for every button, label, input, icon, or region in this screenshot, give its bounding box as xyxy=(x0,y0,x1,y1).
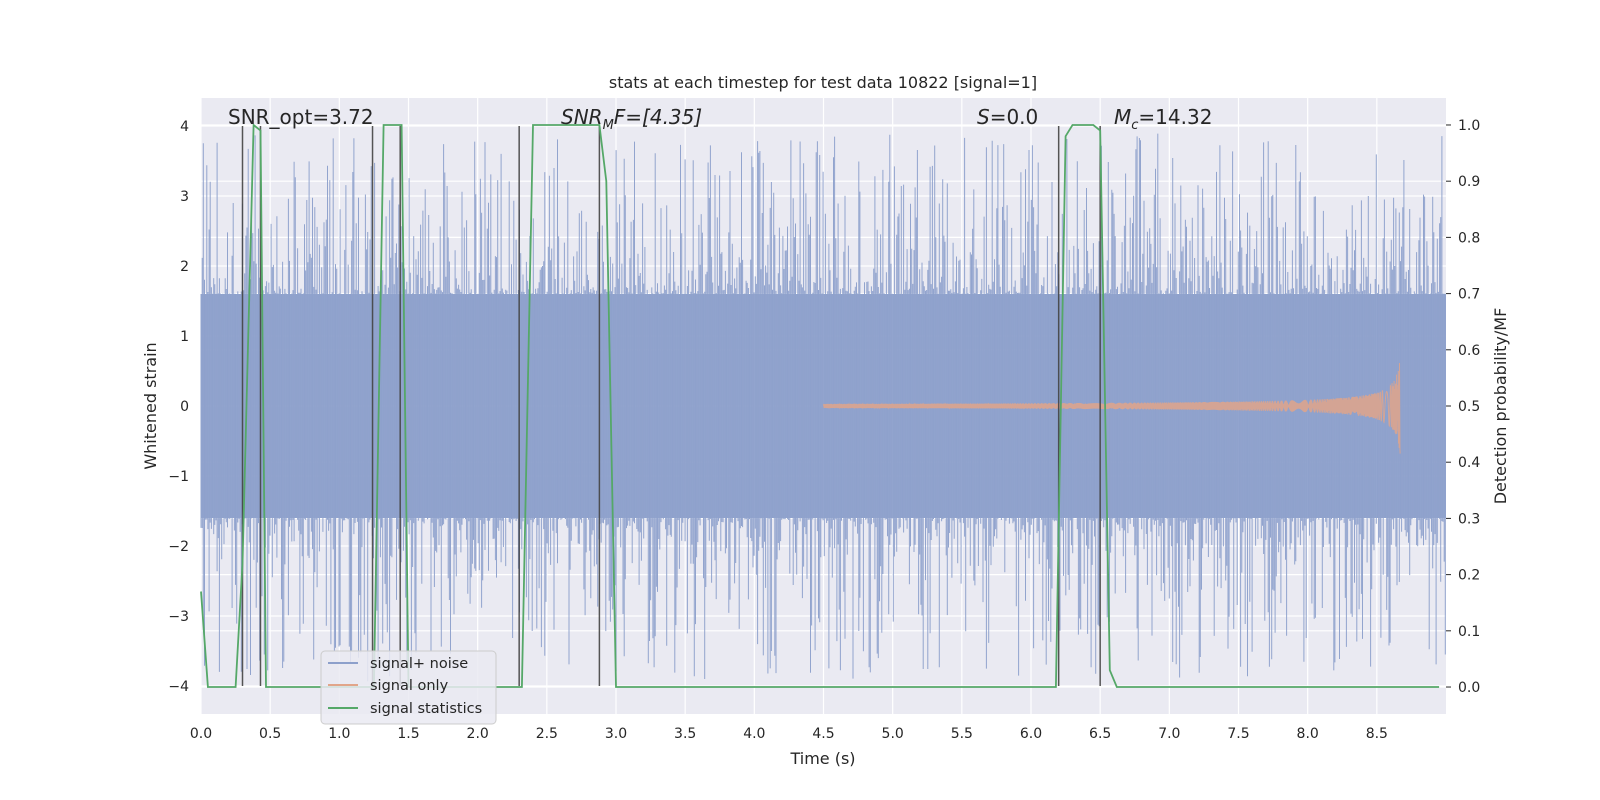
y-tick-label: 2 xyxy=(180,259,189,275)
x-tick-label: 0.5 xyxy=(259,726,281,742)
y-right-tick-label: 0.2 xyxy=(1458,568,1480,584)
y-tick-label: −4 xyxy=(168,679,189,695)
legend-label-stat: signal statistics xyxy=(370,701,482,717)
y-right-tick-label: 1.0 xyxy=(1458,118,1480,134)
y-right-tick-label: 0.8 xyxy=(1458,230,1480,246)
x-tick-label: 2.0 xyxy=(467,726,489,742)
x-tick-label: 7.5 xyxy=(1227,726,1249,742)
y-tick-label: −1 xyxy=(168,469,189,485)
x-tick-label: 1.0 xyxy=(328,726,350,742)
y-right-tick-label: 0.7 xyxy=(1458,287,1480,303)
x-axis-ticks: 0.0 0.5 1.0 1.5 2.0 2.5 3.0 3.5 4.0 4.5 5.0 5.5 6.0 6… xyxy=(190,726,1388,742)
y-right-axis-ticks: 0.0 0.1 0.2 0.3 0.4 0.5 0.6 0.7 0.8 0.9 1.0 xyxy=(1446,118,1480,696)
y-axis-label: Whitened strain xyxy=(141,342,160,469)
x-tick-label: 4.5 xyxy=(812,726,834,742)
y-right-tick-label: 0.3 xyxy=(1458,511,1480,527)
y-tick-label: −2 xyxy=(168,539,189,555)
x-tick-label: 4.0 xyxy=(743,726,765,742)
y-tick-label: 4 xyxy=(180,119,189,135)
y-right-tick-label: 0.4 xyxy=(1458,455,1480,471)
x-tick-label: 5.0 xyxy=(882,726,904,742)
y-right-tick-label: 0.5 xyxy=(1458,399,1480,415)
x-tick-label: 1.5 xyxy=(397,726,419,742)
signal-only-series xyxy=(823,362,1401,454)
signal-statistics-series xyxy=(200,123,1440,688)
legend-label-noise: signal+ noise xyxy=(370,656,468,672)
y-tick-label: 3 xyxy=(180,189,189,205)
annotation-s: S=0.0 xyxy=(977,105,1038,129)
x-tick-label: 8.0 xyxy=(1297,726,1319,742)
annotation-snr-mf: SNRMF=[4.35] xyxy=(561,105,702,133)
y-axis-ticks: −4 −3 −2 −1 0 1 2 3 4 xyxy=(168,119,189,695)
x-tick-label: 8.5 xyxy=(1366,726,1388,742)
y-tick-label: 0 xyxy=(180,399,189,415)
y-tick-label: −3 xyxy=(168,609,189,625)
annotation-mc: Mc=14.32 xyxy=(1114,105,1212,133)
x-tick-label: 5.5 xyxy=(951,726,973,742)
y-right-axis-label: Detection probability/MF xyxy=(1491,308,1510,505)
y-right-tick-label: 0.9 xyxy=(1458,174,1480,190)
x-tick-label: 7.0 xyxy=(1158,726,1180,742)
y-right-tick-label: 0.1 xyxy=(1458,624,1480,640)
y-tick-label: 1 xyxy=(180,329,189,345)
y-right-tick-label: 0.0 xyxy=(1458,680,1480,696)
detection-statistic-line xyxy=(200,123,1440,688)
x-tick-label: 6.0 xyxy=(1020,726,1042,742)
x-tick-label: 3.5 xyxy=(674,726,696,742)
annotation-snr-opt: SNR_opt=3.72 xyxy=(228,105,374,129)
x-tick-label: 6.5 xyxy=(1089,726,1111,742)
x-tick-label: 3.0 xyxy=(605,726,627,742)
x-axis-label: Time (s) xyxy=(789,749,855,768)
legend-box xyxy=(320,650,497,725)
legend: signal+ noise signal only signal statist… xyxy=(320,650,497,725)
x-tick-label: 2.5 xyxy=(536,726,558,742)
x-tick-label: 0.0 xyxy=(190,726,212,742)
chart-title: stats at each timestep for test data 108… xyxy=(609,73,1037,92)
y-right-tick-label: 0.6 xyxy=(1458,343,1480,359)
legend-label-signal: signal only xyxy=(370,678,449,694)
chirp-line xyxy=(823,362,1401,454)
